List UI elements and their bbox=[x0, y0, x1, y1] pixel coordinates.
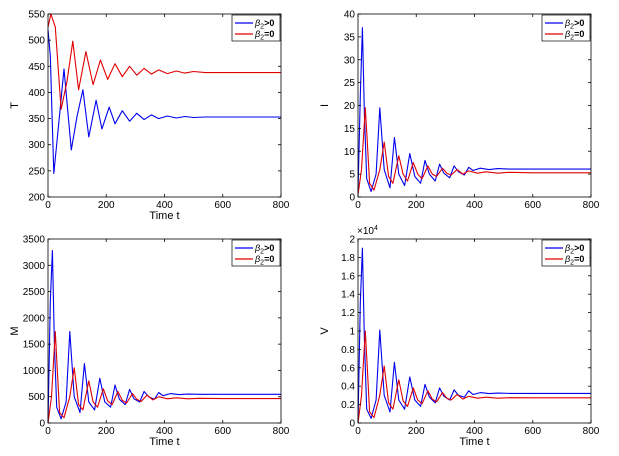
x-tick-label: 400 bbox=[156, 426, 173, 437]
x-tick-label: 200 bbox=[408, 200, 425, 211]
y-tick-label: 2500 bbox=[23, 287, 46, 298]
x-tick-label: 200 bbox=[98, 200, 115, 211]
x-tick-label: 0 bbox=[355, 426, 361, 437]
legend-label: β2>0 bbox=[564, 18, 584, 31]
y-tick-label: 0 bbox=[349, 193, 355, 204]
y-tick-label: 1.6 bbox=[341, 271, 355, 282]
y-axis-label: I bbox=[319, 104, 331, 107]
y-tick-label: 1.8 bbox=[341, 253, 355, 264]
y-tick-label: 200 bbox=[28, 193, 45, 204]
y-axis-label: M bbox=[9, 326, 21, 335]
series-line-1 bbox=[357, 330, 591, 424]
legend: β2>0β2=0 bbox=[231, 239, 281, 267]
x-tick-label: 200 bbox=[98, 426, 115, 437]
series-line-1 bbox=[357, 107, 591, 195]
x-axis-label: Time t bbox=[459, 436, 489, 448]
x-tick-label: 400 bbox=[466, 426, 483, 437]
x-tick-label: 0 bbox=[355, 200, 361, 211]
y-tick-label: 10 bbox=[344, 147, 356, 158]
x-tick-label: 400 bbox=[156, 200, 173, 211]
y-tick-label: 300 bbox=[28, 140, 45, 151]
y-tick-label: 1.2 bbox=[341, 308, 355, 319]
x-tick-label: 800 bbox=[273, 426, 290, 437]
y-tick-label: 25 bbox=[344, 78, 356, 89]
y-axis-label: V bbox=[319, 327, 331, 335]
legend-box bbox=[231, 239, 281, 267]
x-tick-label: 200 bbox=[408, 426, 425, 437]
series-line-1 bbox=[47, 330, 281, 424]
y-tick-label: 20 bbox=[344, 101, 356, 112]
legend-box bbox=[231, 14, 281, 42]
y-tick-label: 1500 bbox=[23, 340, 46, 351]
y-tick-label: 15 bbox=[344, 124, 356, 135]
y-tick-label: 0.6 bbox=[341, 363, 355, 374]
legend-box bbox=[541, 14, 591, 42]
series-line-0 bbox=[357, 27, 591, 193]
y-tick-label: 0.8 bbox=[341, 345, 355, 356]
y-multiplier: ×104 bbox=[357, 225, 378, 237]
legend-label: β2>0 bbox=[254, 243, 274, 256]
x-tick-label: 400 bbox=[466, 200, 483, 211]
y-tick-label: 400 bbox=[28, 88, 45, 99]
y-tick-label: 1000 bbox=[23, 366, 46, 377]
x-tick-label: 600 bbox=[524, 200, 541, 211]
legend-label: β2>0 bbox=[254, 18, 274, 31]
y-tick-label: 3000 bbox=[23, 261, 46, 272]
series-line-0 bbox=[47, 250, 281, 424]
y-tick-label: 500 bbox=[28, 36, 45, 47]
panel-1: 0 200 400 600 800 0 5 10 15 20 25 30 35 40 Iβ2>0β2=0 bbox=[319, 10, 600, 212]
y-tick-label: 0 bbox=[39, 419, 45, 430]
legend-label: β2>0 bbox=[564, 243, 584, 256]
x-tick-label: 800 bbox=[273, 200, 290, 211]
panel-2: 0 200 400 600 800 0 500 1000 1500 2000 2500 3000 350… bbox=[9, 235, 290, 449]
y-tick-label: 0 bbox=[349, 419, 355, 430]
legend-label: β2=0 bbox=[254, 29, 274, 42]
panel-3: 0 200 400 600 800 0 0.2 0.4 0.6 0.8 1 1.2 1.4 1.6 1.8 2… bbox=[319, 225, 600, 448]
panel-0: 0 200 400 600 800200250300350400450500550Tim… bbox=[9, 10, 290, 223]
x-axis-label: Time t bbox=[149, 210, 179, 222]
y-tick-label: 0.4 bbox=[341, 382, 355, 393]
y-tick-label: 0.2 bbox=[341, 400, 355, 411]
legend-box bbox=[541, 239, 591, 267]
y-tick-label: 450 bbox=[28, 62, 45, 73]
y-tick-label: 3500 bbox=[23, 235, 46, 246]
y-tick-label: 2000 bbox=[23, 313, 46, 324]
x-tick-label: 600 bbox=[524, 426, 541, 437]
x-tick-label: 0 bbox=[45, 426, 51, 437]
legend: β2>0β2=0 bbox=[541, 14, 591, 42]
x-tick-label: 800 bbox=[583, 200, 600, 211]
y-tick-label: 40 bbox=[344, 10, 356, 21]
x-tick-label: 0 bbox=[45, 200, 51, 211]
axes-box bbox=[357, 238, 592, 424]
y-tick-label: 30 bbox=[344, 55, 356, 66]
series-line-0 bbox=[357, 247, 591, 424]
y-tick-label: 5 bbox=[349, 170, 355, 181]
y-tick-label: 1 bbox=[349, 327, 355, 338]
legend-label: β2=0 bbox=[564, 254, 584, 267]
legend-label: β2=0 bbox=[254, 254, 274, 267]
axes-box bbox=[47, 13, 282, 198]
y-tick-label: 2 bbox=[349, 235, 355, 246]
legend-label: β2=0 bbox=[564, 29, 584, 42]
y-axis-label: T bbox=[9, 102, 21, 109]
y-tick-label: 500 bbox=[28, 392, 45, 403]
y-tick-label: 350 bbox=[28, 114, 45, 125]
series-line-0 bbox=[47, 29, 281, 175]
y-tick-label: 250 bbox=[28, 166, 45, 177]
x-axis-label: Time t bbox=[149, 436, 179, 448]
x-tick-label: 800 bbox=[583, 426, 600, 437]
x-tick-label: 600 bbox=[214, 426, 231, 437]
y-tick-label: 1.4 bbox=[341, 290, 355, 301]
y-tick-label: 35 bbox=[344, 32, 356, 43]
series-line-1 bbox=[47, 13, 281, 110]
legend: β2>0β2=0 bbox=[541, 239, 591, 267]
x-tick-label: 600 bbox=[214, 200, 231, 211]
y-tick-label: 550 bbox=[28, 10, 45, 21]
legend: β2>0β2=0 bbox=[231, 14, 281, 42]
